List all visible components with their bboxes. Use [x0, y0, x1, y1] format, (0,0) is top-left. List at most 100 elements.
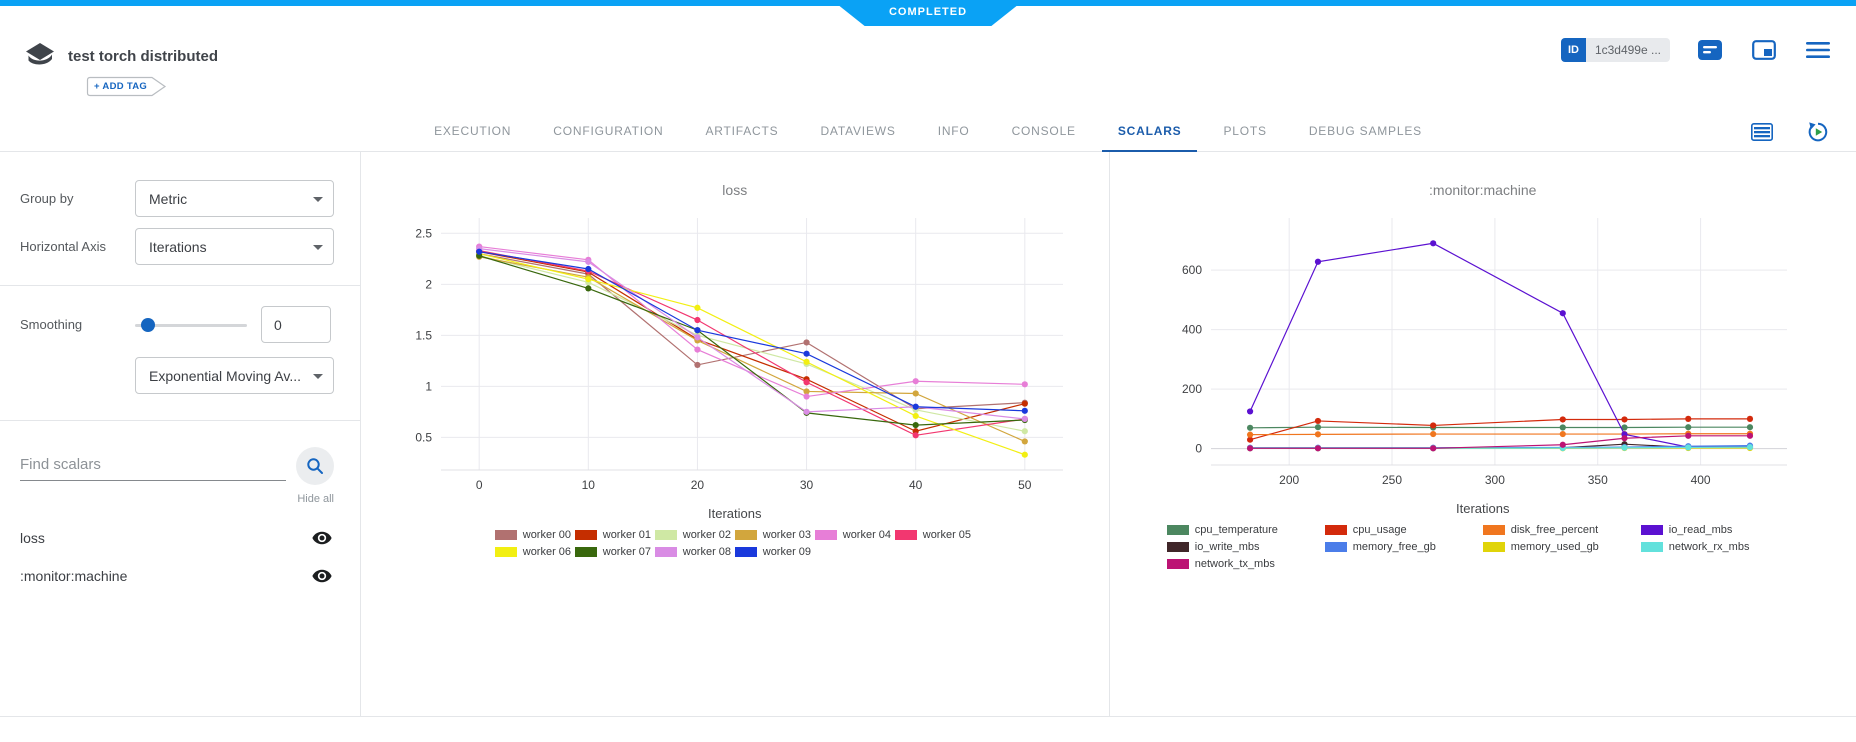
legend-item[interactable]: worker 04 [814, 529, 895, 541]
legend-item[interactable]: worker 05 [894, 529, 975, 541]
legend-item[interactable]: worker 09 [734, 546, 815, 558]
legend-label: memory_free_gb [1352, 541, 1436, 553]
svg-text:0: 0 [476, 478, 483, 492]
svg-text:10: 10 [581, 478, 595, 492]
eye-icon[interactable] [312, 568, 334, 584]
chart-x-axis-label: Iterations [1456, 501, 1510, 516]
tab-configuration[interactable]: CONFIGURATION [553, 124, 664, 138]
legend-swatch [654, 530, 677, 540]
tab-dataviews[interactable]: DATAVIEWS [820, 124, 896, 138]
svg-text:50: 50 [1018, 478, 1032, 492]
charts-area: loss 0 10 20 30 40 50 0.5 1 1.5 2 2.5 Iterations w… [361, 152, 1856, 716]
legend-label: memory_used_gb [1510, 541, 1599, 553]
table-view-icon[interactable] [1748, 120, 1776, 144]
comment-icon[interactable] [1696, 38, 1724, 62]
legend-item[interactable]: worker 06 [494, 546, 575, 558]
tabs: EXECUTION CONFIGURATION ARTIFACTS DATAVI… [0, 112, 1856, 152]
legend-swatch [1324, 542, 1347, 552]
metric-row-monitor-machine[interactable]: :monitor:machine [20, 557, 334, 595]
legend-swatch [1166, 542, 1189, 552]
chart-x-axis-label: Iterations [708, 506, 762, 521]
chart-canvas[interactable]: 200 250 300 350 400 0 200 400 600 [1153, 204, 1813, 499]
experiment-id-badge[interactable]: ID 1c3d499e ... [1560, 38, 1670, 62]
tab-info[interactable]: INFO [937, 124, 970, 138]
legend-item[interactable]: network_tx_mbs [1166, 558, 1325, 570]
legend-label: worker 07 [602, 546, 652, 558]
legend-item[interactable]: network_rx_mbs [1640, 541, 1799, 553]
legend-item[interactable]: worker 01 [574, 529, 655, 541]
sidebar-divider [0, 420, 360, 421]
legend-label: cpu_temperature [1194, 524, 1278, 536]
group-by-value: Metric [149, 190, 188, 207]
legend-item[interactable]: worker 07 [574, 546, 655, 558]
legend-label: cpu_usage [1352, 524, 1407, 536]
legend-item[interactable]: memory_free_gb [1324, 541, 1483, 553]
metric-row-loss[interactable]: loss [20, 519, 334, 557]
hide-all-link[interactable]: Hide all [297, 493, 334, 505]
menu-icon[interactable] [1804, 38, 1832, 62]
auto-refresh-icon[interactable] [1804, 120, 1832, 144]
chart-legend: cpu_temperature cpu_usage disk_free_percen… [1166, 524, 1799, 570]
smoothing-type-value: Exponential Moving Av... [149, 367, 302, 384]
svg-text:300: 300 [1485, 473, 1505, 487]
svg-text:600: 600 [1182, 263, 1202, 277]
smoothing-input[interactable] [261, 306, 331, 343]
horizontal-axis-value: Iterations [149, 238, 207, 255]
info-panel-icon[interactable] [1750, 38, 1778, 62]
legend-swatch [1166, 559, 1189, 569]
svg-text:2.5: 2.5 [415, 226, 432, 240]
tab-scalars[interactable]: SCALARS [1101, 112, 1198, 152]
legend-label: worker 02 [682, 529, 732, 541]
legend-item[interactable]: disk_free_percent [1482, 524, 1641, 536]
scalars-content: Group by Metric Horizontal Axis Iteratio… [0, 152, 1856, 717]
find-scalars-input[interactable] [20, 451, 286, 481]
legend-item[interactable]: cpu_usage [1324, 524, 1483, 536]
chevron-down-icon [313, 245, 323, 250]
tab-bar: EXECUTION CONFIGURATION ARTIFACTS DATAVI… [0, 112, 1856, 152]
legend-item[interactable]: io_read_mbs [1640, 524, 1799, 536]
legend-item[interactable]: worker 02 [654, 529, 735, 541]
group-by-select[interactable]: Metric [135, 180, 334, 217]
svg-text:200: 200 [1279, 473, 1299, 487]
legend-swatch [574, 530, 597, 540]
legend-swatch [1640, 525, 1663, 535]
tab-artifacts[interactable]: ARTIFACTS [705, 124, 779, 138]
tab-console[interactable]: CONSOLE [1011, 124, 1076, 138]
legend-item[interactable]: cpu_temperature [1166, 524, 1325, 536]
chart-legend: worker 00 worker 01 worker 02 worker 03 work… [494, 529, 975, 558]
smoothing-slider[interactable] [135, 317, 247, 332]
legend-item[interactable]: memory_used_gb [1482, 541, 1641, 553]
svg-text:0: 0 [1195, 442, 1202, 456]
legend-label: worker 01 [602, 529, 652, 541]
legend-swatch [1640, 542, 1663, 552]
id-label: ID [1560, 38, 1586, 62]
svg-text:2: 2 [425, 277, 432, 291]
chart-canvas[interactable]: 0 10 20 30 40 50 0.5 1 1.5 2 2.5 [385, 204, 1085, 504]
legend-item[interactable]: worker 03 [734, 529, 815, 541]
legend-item[interactable]: worker 08 [654, 546, 735, 558]
tab-debug-samples[interactable]: DEBUG SAMPLES [1308, 124, 1422, 138]
slider-thumb[interactable] [141, 317, 155, 332]
legend-label: worker 04 [842, 529, 892, 541]
page-title: test torch distributed [68, 48, 219, 65]
legend-swatch [494, 530, 517, 540]
legend-item[interactable]: io_write_mbs [1166, 541, 1325, 553]
tab-plots[interactable]: PLOTS [1223, 124, 1267, 138]
chart-panel-loss: loss 0 10 20 30 40 50 0.5 1 1.5 2 2.5 Iterations w… [361, 152, 1109, 716]
horizontal-axis-select[interactable]: Iterations [135, 228, 334, 265]
tab-execution[interactable]: EXECUTION [434, 124, 512, 138]
smoothing-type-select[interactable]: Exponential Moving Av... [135, 357, 334, 394]
legend-item[interactable]: worker 00 [494, 529, 575, 541]
legend-label: worker 06 [522, 546, 572, 558]
legend-swatch [1324, 525, 1347, 535]
scalars-sidebar: Group by Metric Horizontal Axis Iteratio… [0, 152, 361, 716]
search-button[interactable] [296, 447, 334, 485]
legend-label: worker 09 [762, 546, 812, 558]
eye-icon[interactable] [312, 530, 334, 546]
tag-shape [86, 76, 167, 97]
chart-title: loss [722, 182, 748, 198]
svg-text:1: 1 [425, 379, 432, 393]
legend-swatch [1482, 542, 1505, 552]
chart-series [1246, 432, 1753, 452]
add-tag-button[interactable]: + ADD TAG [86, 76, 168, 97]
